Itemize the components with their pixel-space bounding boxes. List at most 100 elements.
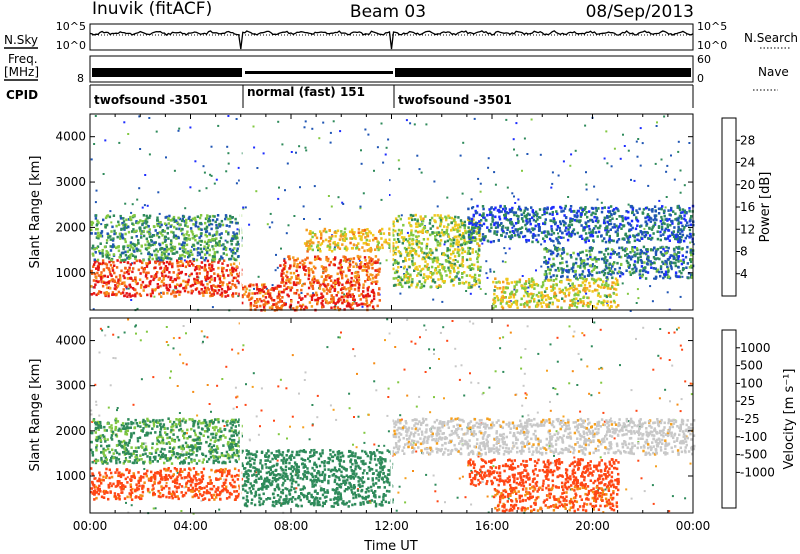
power-echo-blob-5 bbox=[433, 214, 436, 217]
power-echo-blob-6 bbox=[669, 213, 672, 217]
velocity-echo-sparse bbox=[165, 341, 168, 343]
power-echo-blob-5 bbox=[479, 269, 482, 272]
power-echo-blob-5 bbox=[417, 272, 420, 275]
power-echo-blob-0 bbox=[128, 292, 131, 296]
power-echo-blob-0 bbox=[220, 287, 224, 291]
power-echo-blob-2 bbox=[301, 284, 304, 287]
power-echo-blob-3 bbox=[322, 266, 325, 269]
power-echo-blob-5 bbox=[440, 277, 444, 281]
beam-title: Beam 03 bbox=[350, 2, 426, 22]
power-echo-sparse bbox=[600, 201, 603, 204]
velocity-echo-sparse bbox=[116, 409, 118, 412]
power-echo-blob-0 bbox=[193, 277, 196, 281]
power-echo-blob-0 bbox=[235, 265, 238, 268]
power-echo-blob-8 bbox=[604, 264, 608, 267]
power-echo-blob-6 bbox=[677, 218, 680, 222]
power-echo-blob-6 bbox=[556, 212, 559, 216]
power-echo-blob-2 bbox=[337, 283, 341, 287]
power-echo-blob-8 bbox=[584, 263, 587, 266]
power-echo-blob-7 bbox=[515, 283, 518, 286]
power-echo-sparse bbox=[562, 160, 565, 163]
power-echo-blob-1 bbox=[182, 233, 185, 237]
power-echo-blob-5 bbox=[405, 270, 408, 274]
power-echo-blob-8 bbox=[609, 267, 613, 270]
power-echo-blob-0 bbox=[200, 283, 203, 286]
power-echo-blob-2 bbox=[339, 288, 343, 291]
power-echo-blob-0 bbox=[210, 278, 213, 281]
power-echo-blob-1 bbox=[117, 249, 121, 253]
power-echo-sparse bbox=[376, 146, 379, 149]
power-echo-sparse bbox=[677, 140, 680, 143]
power-echo-blob-7 bbox=[613, 301, 616, 304]
power-echo-blob-2 bbox=[308, 301, 312, 304]
power-echo-blob-1 bbox=[148, 252, 152, 256]
power-echo-blob-3 bbox=[334, 281, 337, 284]
nsky-trace bbox=[89, 30, 694, 50]
power-echo-sparse bbox=[199, 244, 202, 246]
power-echo-sparse bbox=[555, 294, 558, 297]
power-echo-blob-3 bbox=[356, 274, 359, 277]
power-echo-sparse bbox=[557, 246, 560, 249]
power-echo-blob-8 bbox=[674, 261, 677, 265]
power-echo-blob-5 bbox=[450, 252, 453, 256]
power-echo-blob-5 bbox=[426, 253, 430, 257]
power-echo-blob-5 bbox=[458, 229, 461, 233]
power-echo-blob-8 bbox=[644, 270, 648, 274]
power-echo-blob-8 bbox=[595, 266, 599, 269]
power-echo-blob-6 bbox=[645, 222, 649, 226]
power-echo-blob-1 bbox=[215, 231, 218, 234]
power-echo-blob-4 bbox=[335, 231, 338, 235]
power-echo-sparse bbox=[124, 202, 127, 205]
power-echo-blob-8 bbox=[552, 257, 555, 261]
power-echo-blob-7 bbox=[527, 278, 531, 281]
power-echo-blob-6 bbox=[486, 239, 490, 243]
power-echo-blob-2 bbox=[347, 287, 350, 290]
power-echo-blob-6 bbox=[489, 210, 492, 214]
velocity-echo-sparse bbox=[134, 325, 137, 328]
power-echo-blob-6 bbox=[683, 239, 686, 243]
power-echo-blob-7 bbox=[523, 287, 526, 290]
power-echo-blob-1 bbox=[213, 257, 217, 261]
power-echo-blob-8 bbox=[579, 276, 582, 279]
power-echo-blob-1 bbox=[204, 248, 208, 251]
power-echo-blob-1 bbox=[181, 232, 184, 236]
power-echo-blob-3 bbox=[281, 278, 284, 281]
power-echo-blob-6 bbox=[647, 208, 651, 211]
power-echo-blob-1 bbox=[119, 214, 122, 218]
power-echo-blob-5 bbox=[411, 242, 414, 246]
power-echo-blob-6 bbox=[488, 208, 491, 211]
power-echo-sparse bbox=[525, 241, 528, 244]
power-echo-blob-0 bbox=[140, 266, 144, 270]
power-echo-blob-5 bbox=[478, 222, 482, 225]
power-echo-blob-1 bbox=[146, 216, 149, 220]
power-echo-blob-5 bbox=[468, 252, 472, 255]
power-echo-blob-8 bbox=[589, 257, 592, 260]
power-echo-blob-4 bbox=[318, 247, 321, 251]
power-echo-blob-8 bbox=[636, 261, 639, 264]
power-echo-sparse bbox=[210, 145, 213, 148]
power-echo-blob-0 bbox=[122, 288, 125, 291]
power-echo-blob-1 bbox=[163, 252, 166, 256]
power-echo-blob-0 bbox=[96, 280, 100, 284]
power-echo-blob-2 bbox=[366, 289, 370, 292]
power-echo-blob-1 bbox=[132, 228, 135, 231]
power-echo-blob-0 bbox=[228, 281, 231, 285]
power-echo-sparse bbox=[283, 257, 286, 260]
power-echo-sparse bbox=[339, 130, 342, 133]
power-echo-blob-7 bbox=[574, 292, 577, 296]
power-echo-blob-1 bbox=[123, 238, 127, 241]
power-echo-sparse bbox=[406, 231, 409, 234]
power-echo-blob-0 bbox=[221, 283, 224, 287]
velocity-echo-sparse bbox=[186, 432, 188, 435]
power-echo-blob-3 bbox=[298, 281, 301, 284]
power-echo-blob-1 bbox=[185, 239, 188, 242]
power-echo-blob-1 bbox=[220, 232, 223, 235]
power-echo-blob-3 bbox=[312, 271, 315, 274]
power-echo-blob-1 bbox=[173, 246, 176, 250]
power-echo-blob-3 bbox=[369, 273, 372, 276]
power-echo-blob-4 bbox=[307, 245, 310, 248]
power-echo-blob-3 bbox=[295, 275, 298, 278]
velocity-echo-sparse bbox=[183, 478, 186, 481]
power-echo-blob-1 bbox=[229, 214, 232, 218]
power-echo-blob-1 bbox=[194, 223, 197, 227]
